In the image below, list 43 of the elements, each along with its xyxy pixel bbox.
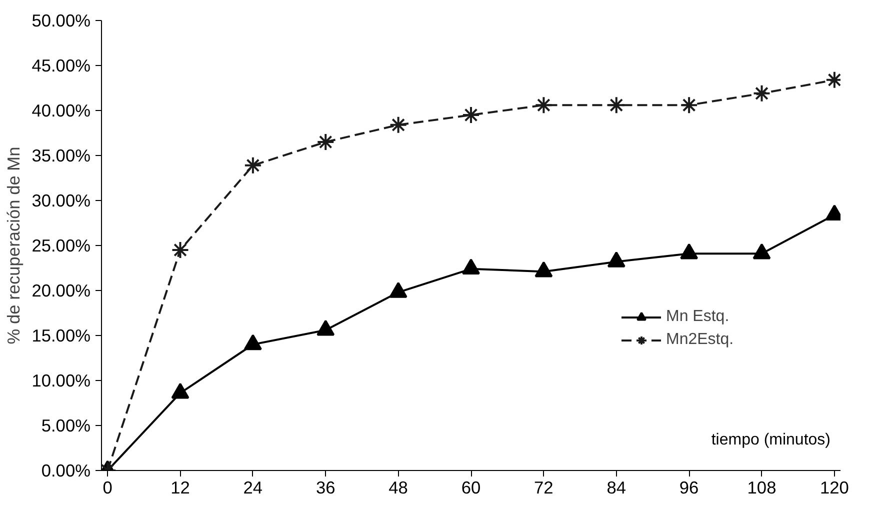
y-tick-label: 0.00%: [41, 460, 91, 480]
y-tick-label: 25.00%: [32, 236, 91, 256]
point: [462, 106, 480, 124]
y-tick-label: 20.00%: [32, 280, 91, 300]
x-tick-label: 84: [606, 478, 626, 498]
point: [752, 84, 771, 102]
point: [607, 96, 626, 114]
point: [389, 282, 408, 298]
x-tick-label: 96: [679, 478, 699, 498]
point: [244, 156, 262, 174]
point: [171, 382, 190, 399]
x-tick-label: 72: [534, 478, 554, 498]
y-tick-label: 30.00%: [32, 190, 91, 210]
x-tick-label: 60: [461, 478, 481, 498]
x-tick-label: 48: [388, 478, 408, 498]
legend-label: Mn Estq.: [666, 308, 730, 326]
y-axis-title: % de recuperación de Mn: [4, 146, 24, 344]
x-tick-label: 12: [170, 478, 190, 498]
point: [316, 133, 335, 151]
point: [680, 243, 698, 260]
y-tick-label: 35.00%: [32, 146, 91, 166]
x-tick-label: 24: [243, 478, 263, 498]
x-axis-title: tiempo (minutos): [711, 432, 831, 448]
y-tick-label: 10.00%: [32, 370, 91, 390]
y-tick-label: 45.00%: [32, 56, 91, 76]
x-tick-label: 36: [316, 478, 336, 498]
y-tick-label: 40.00%: [32, 100, 91, 120]
x-tick-label: 108: [747, 478, 776, 498]
point: [680, 96, 698, 114]
point: [316, 320, 335, 336]
x-tick-label: 0: [102, 478, 112, 498]
legend-label: Mn2Estq.: [666, 331, 734, 349]
point: [534, 96, 553, 114]
y-tick-label: 5.00%: [41, 416, 91, 436]
x-tick-label: 120: [820, 478, 849, 498]
point: [462, 258, 480, 275]
point: [607, 251, 626, 268]
point: [534, 261, 553, 278]
point: [244, 334, 262, 350]
point: [752, 243, 771, 260]
y-tick-label: 50.00%: [32, 10, 91, 30]
point: [389, 116, 408, 134]
y-tick-label: 15.00%: [32, 326, 91, 346]
